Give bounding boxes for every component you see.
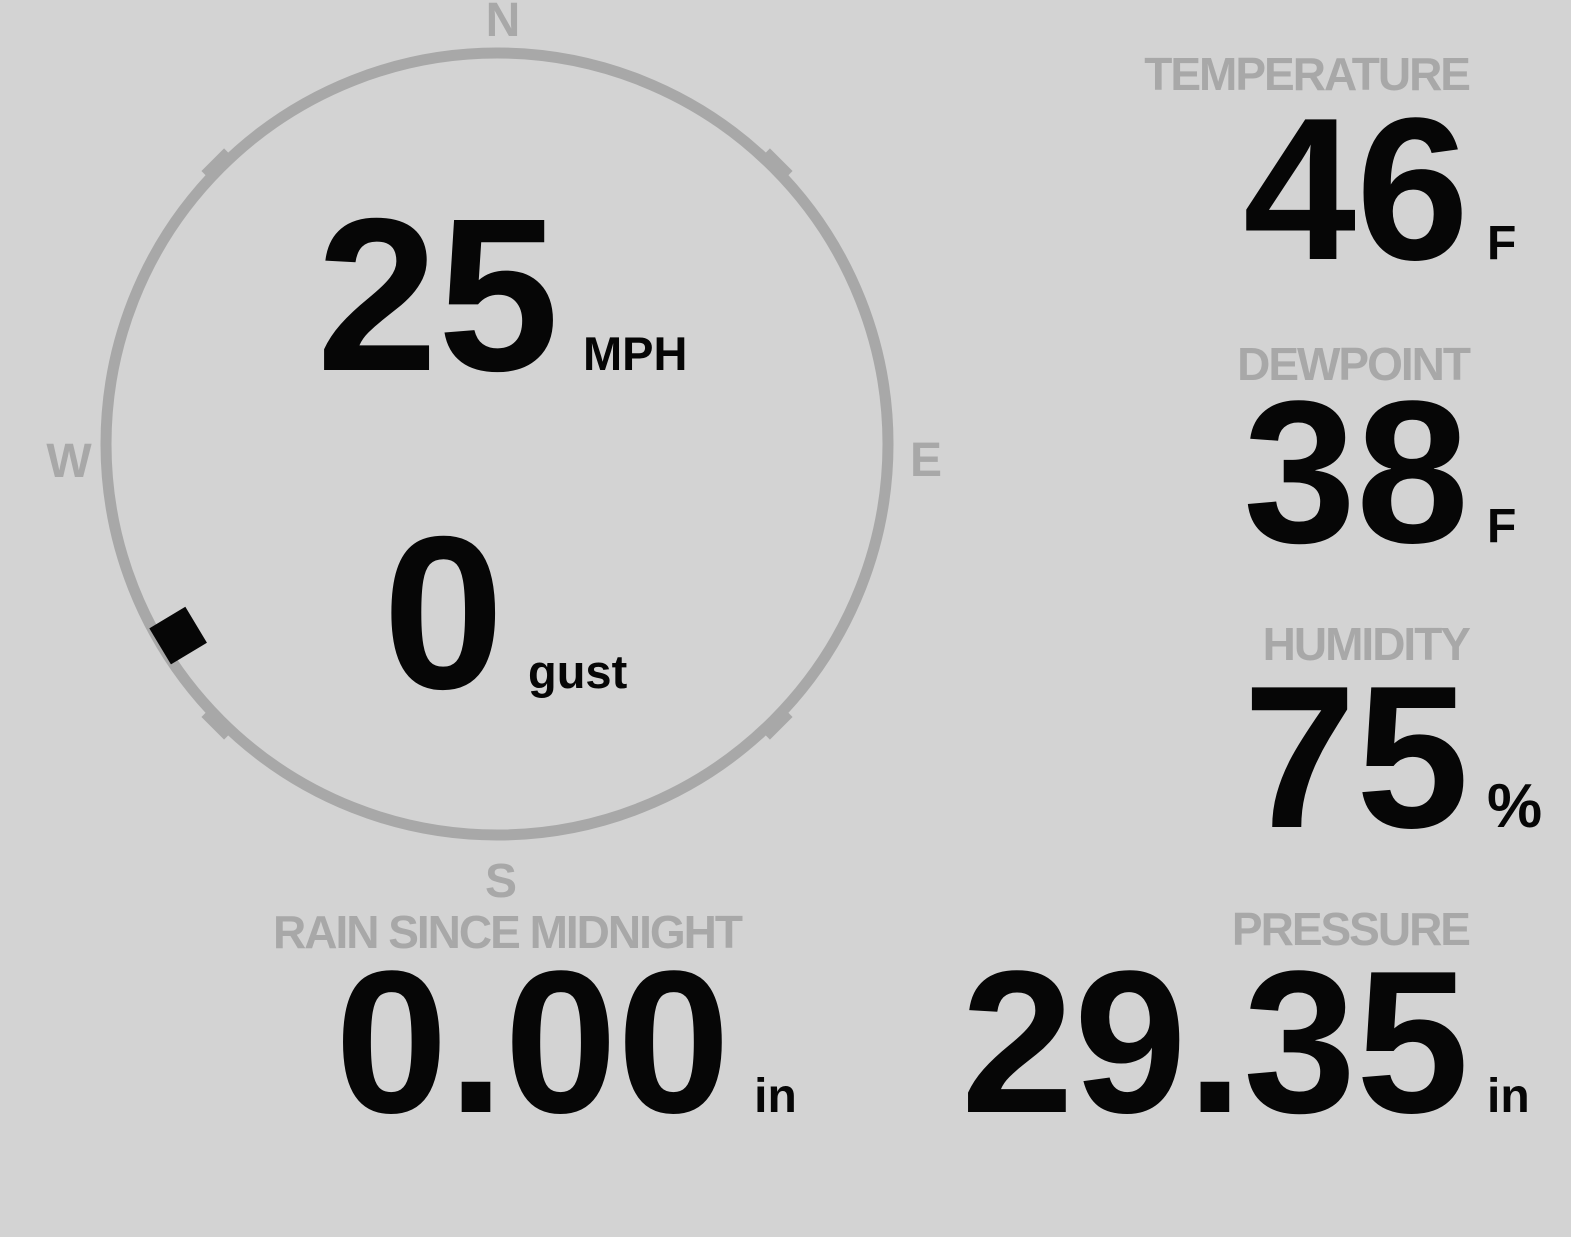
wind-speed-value: 25 [316,174,560,417]
compass-tick-ne [762,148,793,179]
wind-speed-row: 25 MPH [317,187,688,405]
humidity-value: 75 [1243,644,1469,871]
wind-gust-unit: gust [528,645,628,698]
compass-label-north: N [485,0,521,47]
rain-value: 0.00 [335,929,731,1156]
wind-compass-gauge [100,47,894,841]
rain-unit: in [754,1070,797,1123]
rain-reading: 0.00 in [335,941,797,1144]
dewpoint-unit: F [1487,500,1517,553]
pressure-label: PRESSURE [1231,903,1471,955]
wind-gust-row: 0 gust [383,505,627,723]
temperature-reading: 46 F [1243,88,1565,291]
wind-direction-marker [149,606,207,665]
compass-ring [100,47,894,841]
humidity-unit: % [1487,772,1543,841]
temperature-label: TEMPERATURE [1144,48,1471,100]
pressure-value: 29.35 [961,929,1469,1156]
compass-label-south: S [484,855,518,908]
temperature-unit: F [1487,217,1517,270]
compass-label-east: E [909,434,943,487]
pressure-unit: in [1487,1070,1530,1123]
rain-since-midnight-label: RAIN SINCE MIDNIGHT [273,906,743,958]
pressure-reading: 29.35 in [961,941,1565,1144]
compass-label-west: W [46,435,92,488]
dewpoint-reading: 38 F [1243,371,1565,574]
humidity-reading: 75 % [1243,656,1565,859]
compass-tick-se [762,709,793,740]
dewpoint-value: 38 [1243,359,1469,586]
dewpoint-label: DEWPOINT [1237,338,1471,390]
humidity-label: HUMIDITY [1262,618,1471,670]
compass-tick-sw [201,709,232,740]
compass-tick-nw [201,148,232,179]
wind-speed-unit: MPH [583,327,688,380]
wind-gust-value: 0 [382,492,505,735]
temperature-value: 46 [1243,76,1469,303]
